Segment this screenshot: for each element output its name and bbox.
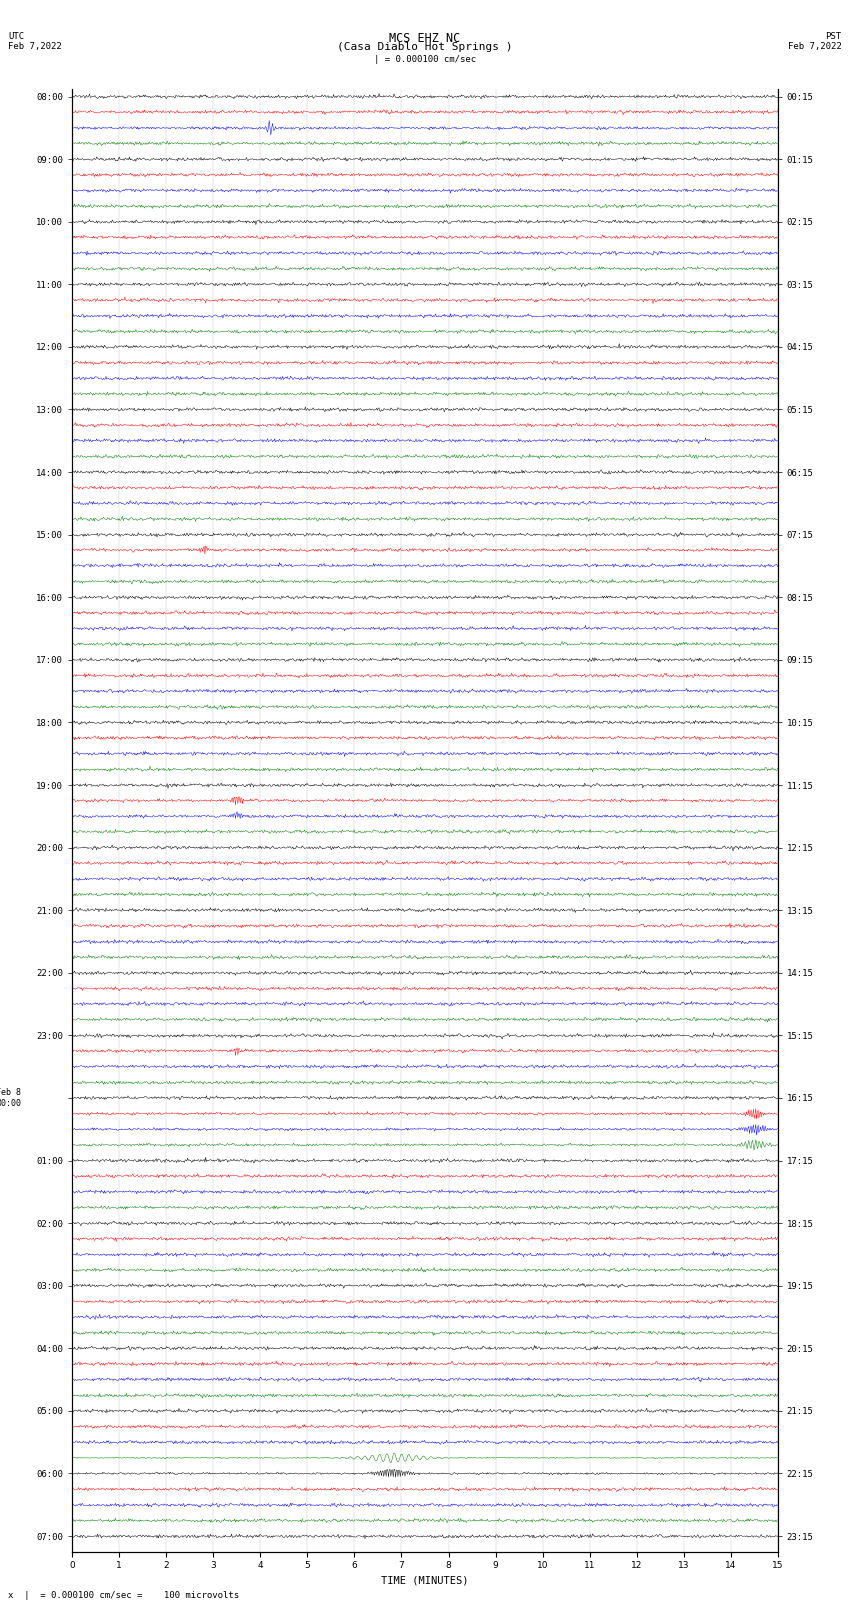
Text: Feb 7,2022: Feb 7,2022 — [8, 42, 62, 52]
Text: (Casa Diablo Hot Springs ): (Casa Diablo Hot Springs ) — [337, 42, 513, 52]
Text: x  |  = 0.000100 cm/sec =    100 microvolts: x | = 0.000100 cm/sec = 100 microvolts — [8, 1590, 240, 1600]
X-axis label: TIME (MINUTES): TIME (MINUTES) — [382, 1576, 468, 1586]
Text: UTC: UTC — [8, 32, 25, 42]
Text: Feb 7,2022: Feb 7,2022 — [788, 42, 842, 52]
Text: MCS EHZ NC: MCS EHZ NC — [389, 32, 461, 45]
Text: PST: PST — [825, 32, 842, 42]
Text: Feb 8
00:00: Feb 8 00:00 — [0, 1089, 21, 1108]
Text: | = 0.000100 cm/sec: | = 0.000100 cm/sec — [374, 55, 476, 65]
